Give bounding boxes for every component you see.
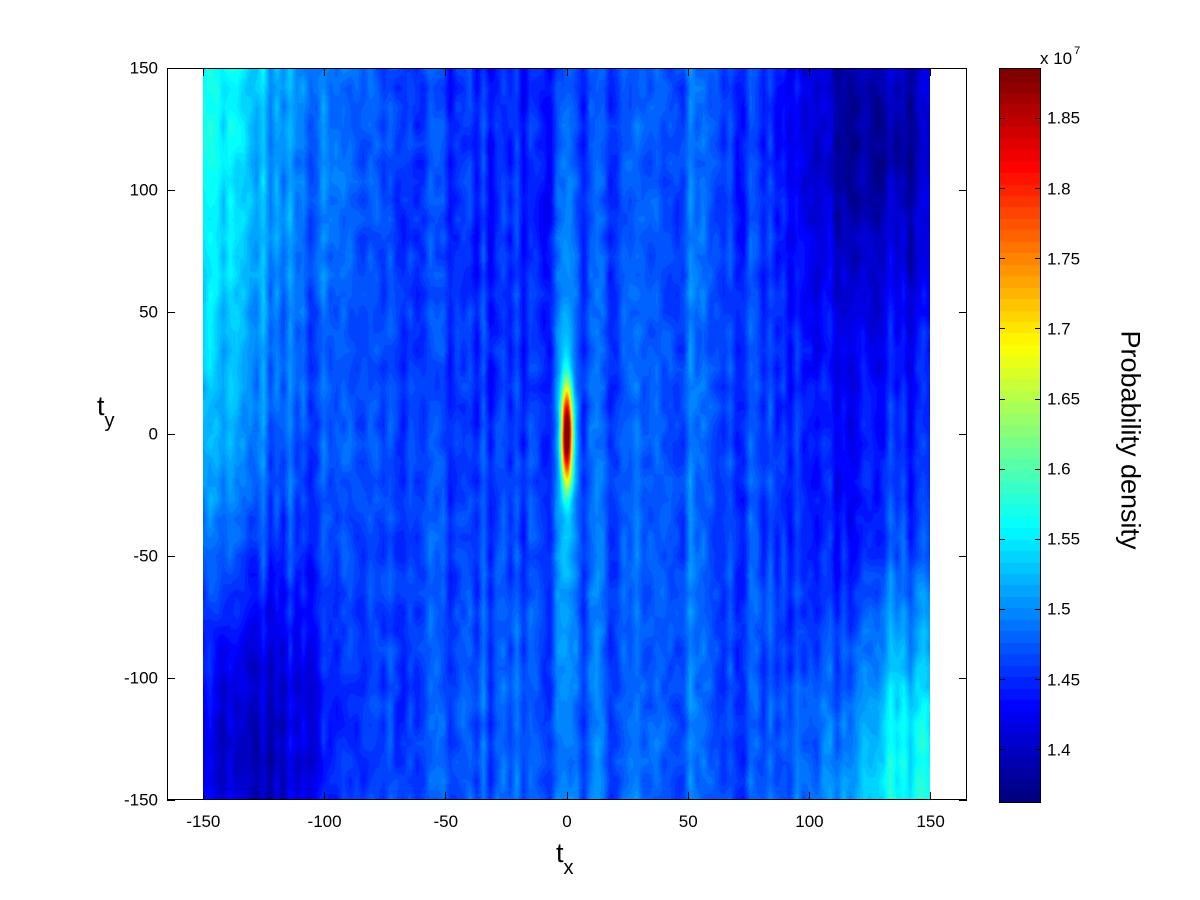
y-tick-label: -100 [123, 668, 158, 688]
x-tick-label: -100 [307, 812, 342, 831]
x-tick-mark-top [687, 68, 689, 76]
colorbar-tick-mark-right [1035, 749, 1041, 751]
colorbar-tick-mark [999, 328, 1005, 330]
colorbar-tick-mark-right [1035, 608, 1041, 610]
colorbar-tick-mark [999, 258, 1005, 260]
y-tick-mark-right [959, 433, 967, 435]
y-axis-label: ty [97, 391, 115, 433]
colorbar-tick-mark-right [1035, 679, 1041, 681]
x-tick-mark [202, 792, 204, 800]
plot-axes [167, 68, 967, 800]
colorbar-tick-label: 1.75 [1047, 249, 1081, 269]
x-tick-mark [808, 792, 810, 800]
y-tick-mark [167, 677, 175, 679]
x-tick-label: 150 [916, 812, 945, 831]
colorbar-tick-mark-right [1035, 538, 1041, 540]
colorbar-tick-mark [999, 679, 1005, 681]
x-tick-mark-top [808, 68, 810, 76]
x-tick-label: 100 [795, 812, 824, 831]
colorbar-tick-label: 1.6 [1047, 459, 1071, 479]
x-axis-label: tx [556, 838, 574, 880]
y-tick-label: -50 [133, 546, 158, 566]
x-tick-mark [445, 792, 447, 800]
y-tick-label: 150 [129, 58, 158, 78]
colorbar-tick-label: 1.7 [1047, 319, 1071, 339]
y-tick-label: -150 [123, 790, 158, 810]
colorbar-tick-label: 1.4 [1047, 740, 1071, 760]
colorbar-tick-label: 1.5 [1047, 599, 1071, 619]
colorbar-tick-label: 1.65 [1047, 389, 1081, 409]
colorbar-tick-mark-right [1035, 398, 1041, 400]
x-tick-mark-top [202, 68, 204, 76]
colorbar [999, 68, 1041, 803]
y-tick-mark [167, 433, 175, 435]
colorbar-tick-mark-right [1035, 117, 1041, 119]
x-tick-mark [930, 792, 932, 800]
x-tick-label: -50 [433, 812, 459, 831]
colorbar-tick-mark-right [1035, 468, 1041, 470]
colorbar-tick-mark [999, 538, 1005, 540]
x-tick-mark-top [930, 68, 932, 76]
x-tick-mark-top [445, 68, 447, 76]
y-tick-mark [167, 311, 175, 313]
y-tick-mark-right [959, 189, 967, 191]
x-tick-mark-top [566, 68, 568, 76]
x-tick-mark-top [324, 68, 326, 76]
y-tick-mark-right [959, 67, 967, 69]
y-tick-mark [167, 799, 175, 801]
x-tick-label: 0 [562, 812, 572, 831]
colorbar-tick-label: 1.45 [1047, 670, 1081, 690]
y-tick-mark [167, 189, 175, 191]
colorbar-gradient [1000, 69, 1040, 802]
colorbar-tick-mark-right [1035, 258, 1041, 260]
x-tick-mark [566, 792, 568, 800]
colorbar-tick-mark [999, 398, 1005, 400]
colorbar-exponent: x 10 7 [1040, 45, 1081, 68]
colorbar-tick-mark [999, 188, 1005, 190]
y-tick-mark [167, 67, 175, 69]
x-tick-label: -150 [186, 812, 221, 831]
y-tick-mark-right [959, 555, 967, 557]
y-tick-mark [167, 555, 175, 557]
y-tick-mark-right [959, 799, 967, 801]
colorbar-tick-label: 1.85 [1047, 108, 1081, 128]
y-tick-mark-right [959, 677, 967, 679]
colorbar-tick-label: 1.55 [1047, 529, 1081, 549]
x-tick-mark [324, 792, 326, 800]
colorbar-tick-mark [999, 468, 1005, 470]
x-tick-mark [687, 792, 689, 800]
colorbar-label: Probability density [1115, 330, 1146, 550]
y-tick-mark-right [959, 311, 967, 313]
colorbar-tick-mark [999, 117, 1005, 119]
colorbar-tick-mark-right [1035, 328, 1041, 330]
y-tick-label: 0 [148, 424, 158, 444]
y-tick-label: 100 [129, 180, 158, 200]
y-tick-label: 50 [139, 302, 158, 322]
colorbar-tick-mark [999, 749, 1005, 751]
colorbar-tick-mark [999, 608, 1005, 610]
heatmap-image [203, 69, 930, 799]
x-tick-label: 50 [678, 812, 698, 831]
colorbar-tick-mark-right [1035, 188, 1041, 190]
colorbar-tick-label: 1.8 [1047, 179, 1071, 199]
